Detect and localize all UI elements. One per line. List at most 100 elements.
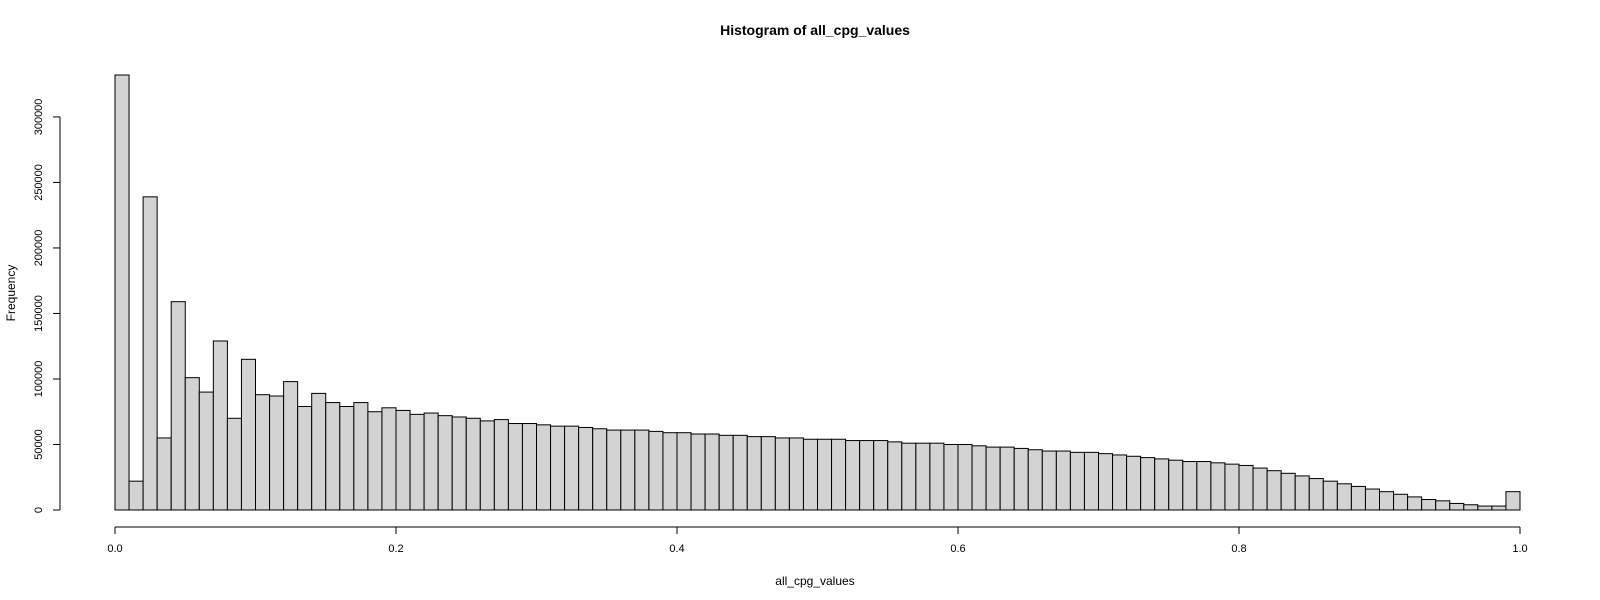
- histogram-bar: [1491, 505, 1507, 511]
- histogram-bar: [985, 446, 1001, 511]
- histogram-bar: [578, 426, 594, 511]
- histogram-bar: [226, 417, 242, 511]
- histogram-bar: [142, 196, 158, 511]
- histogram-bar: [1055, 450, 1071, 511]
- histogram-bar: [1379, 491, 1395, 511]
- histogram-bar: [114, 74, 130, 511]
- histogram-bar: [311, 392, 327, 511]
- histogram-bar: [353, 402, 369, 511]
- x-tick-label: 0.2: [388, 543, 403, 555]
- y-tick-label: 250000: [33, 164, 45, 201]
- histogram-bar: [1322, 480, 1338, 511]
- histogram-bar: [957, 443, 973, 511]
- histogram-bar: [1182, 461, 1198, 511]
- histogram-bar: [1140, 457, 1156, 511]
- histogram-bar: [1210, 462, 1226, 511]
- histogram-bar: [704, 433, 720, 511]
- histogram-bar: [465, 417, 481, 511]
- histogram-bar: [1294, 475, 1310, 511]
- histogram-bar: [381, 407, 397, 511]
- y-tick-label: 200000: [33, 230, 45, 267]
- histogram-bar: [915, 442, 931, 511]
- histogram-bar: [732, 434, 748, 511]
- histogram-bar: [1041, 450, 1057, 511]
- histogram-bar: [1083, 451, 1099, 511]
- histogram-bar: [1393, 493, 1409, 511]
- histogram-bar: [592, 428, 608, 511]
- histogram-bar: [831, 438, 847, 511]
- histogram-bar: [255, 394, 271, 511]
- histogram-bar: [873, 440, 889, 511]
- histogram-bar: [521, 423, 538, 511]
- histogram-bar: [606, 429, 622, 511]
- histogram-bar: [1098, 453, 1114, 511]
- histogram-bar: [1308, 478, 1324, 511]
- histogram-bar: [395, 409, 411, 511]
- histogram-bar: [1013, 447, 1029, 511]
- histogram-bar: [128, 480, 144, 511]
- y-tick-label: 100000: [33, 361, 45, 398]
- x-tick-label: 0.6: [950, 543, 965, 555]
- histogram-bar: [1027, 449, 1043, 511]
- histogram-bar: [1266, 470, 1282, 511]
- histogram-bar: [1435, 500, 1451, 511]
- histogram-bar: [999, 446, 1015, 511]
- histogram-bar: [1505, 491, 1521, 511]
- histogram-bar: [184, 377, 200, 511]
- histogram-bar: [507, 423, 523, 511]
- histogram-bar: [746, 436, 762, 511]
- histogram-bar: [170, 301, 186, 511]
- histogram-bar: [760, 436, 776, 511]
- histogram-bar: [325, 402, 341, 511]
- histogram-bar: [887, 441, 903, 511]
- histogram-bar: [564, 425, 580, 511]
- histogram-bar: [479, 420, 495, 511]
- histogram-bar: [971, 445, 987, 511]
- bars-group: [114, 74, 1521, 511]
- histogram-bar: [1168, 459, 1184, 511]
- y-axis-label: Frequency: [4, 265, 18, 322]
- x-axis: 0.0 0.2 0.4 0.6 0.8 1.0: [107, 526, 1528, 555]
- histogram-bar: [620, 429, 636, 511]
- histogram-bar: [1449, 502, 1465, 511]
- histogram-bar: [493, 419, 509, 511]
- histogram-bar: [1252, 467, 1268, 511]
- histogram-bar: [817, 438, 833, 511]
- histogram-bar: [676, 432, 692, 511]
- histogram-bar: [423, 412, 439, 511]
- x-tick-label: 1.0: [1512, 543, 1527, 555]
- histogram-bar: [929, 442, 945, 511]
- histogram-bar: [240, 358, 256, 511]
- x-axis-label: all_cpg_values: [775, 574, 854, 588]
- histogram-bar: [1238, 464, 1254, 511]
- histogram-bar: [1196, 461, 1212, 511]
- histogram-bar: [1350, 485, 1366, 511]
- y-tick-label: 50000: [33, 429, 45, 460]
- histogram-bar: [156, 437, 172, 511]
- histogram-bar: [1112, 454, 1128, 511]
- y-tick-label: 150000: [33, 295, 45, 332]
- histogram-bar: [662, 432, 678, 511]
- histogram-bar: [367, 411, 383, 511]
- x-tick-label: 0.8: [1231, 543, 1246, 555]
- histogram-bar: [297, 405, 313, 511]
- histogram-bar: [451, 416, 467, 511]
- histogram-bar: [634, 429, 650, 511]
- histogram-bar: [648, 430, 664, 511]
- y-axis: 0 50000 100000 150000 200000 250000 300000: [33, 99, 61, 513]
- histogram-bar: [845, 440, 861, 511]
- histogram-bar: [1463, 504, 1479, 511]
- histogram-bar: [1364, 488, 1380, 511]
- histogram-bar: [1407, 496, 1423, 511]
- histogram-bar: [943, 443, 959, 511]
- chart-title: Histogram of all_cpg_values: [720, 22, 910, 38]
- histogram-bar: [1421, 499, 1437, 511]
- histogram-bar: [339, 405, 355, 511]
- histogram-bar: [788, 437, 804, 511]
- histogram-bar: [718, 434, 734, 511]
- histogram-bar: [1069, 451, 1085, 511]
- histogram-bar: [1336, 483, 1352, 511]
- histogram-bar: [409, 413, 425, 511]
- histogram-bar: [1224, 463, 1240, 511]
- x-tick-label: 0.4: [669, 543, 684, 555]
